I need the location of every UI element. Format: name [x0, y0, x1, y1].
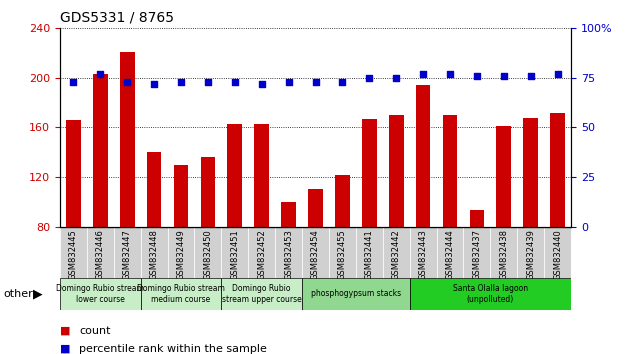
Point [418, 71, 428, 77]
Bar [437, 227, 463, 278]
Point [498, 73, 509, 79]
Bar [308, 189, 323, 227]
Point [149, 81, 159, 87]
Bar [416, 85, 430, 227]
Text: Domingo Rubio stream
lower course: Domingo Rubio stream lower course [56, 284, 144, 303]
Bar [114, 227, 141, 278]
Text: GSM832453: GSM832453 [284, 229, 293, 280]
Text: GSM832448: GSM832448 [150, 229, 158, 280]
Point [553, 71, 563, 77]
Bar [254, 124, 269, 227]
Text: Domingo Rubio
stream upper course: Domingo Rubio stream upper course [222, 284, 302, 303]
Bar [227, 124, 242, 227]
Bar [141, 278, 221, 310]
Bar [410, 278, 571, 310]
Bar [469, 210, 485, 227]
Point [203, 79, 213, 85]
Bar [281, 202, 296, 227]
Bar [523, 118, 538, 227]
Bar [302, 227, 329, 278]
Point [68, 79, 78, 85]
Text: GSM832449: GSM832449 [177, 229, 186, 280]
Text: GSM832454: GSM832454 [311, 229, 320, 280]
Text: ■: ■ [60, 344, 71, 354]
Bar [410, 227, 437, 278]
Text: percentile rank within the sample: percentile rank within the sample [79, 344, 267, 354]
Point [526, 73, 536, 79]
Point [95, 71, 105, 77]
Point [283, 79, 293, 85]
Bar [356, 227, 383, 278]
Bar [275, 227, 302, 278]
Bar [221, 227, 248, 278]
Bar [174, 165, 189, 227]
Bar [463, 227, 490, 278]
Text: Santa Olalla lagoon
(unpolluted): Santa Olalla lagoon (unpolluted) [453, 284, 528, 303]
Text: GSM832451: GSM832451 [230, 229, 239, 280]
Text: GSM832455: GSM832455 [338, 229, 347, 280]
Bar [87, 227, 114, 278]
Point [391, 75, 401, 81]
Text: GSM832450: GSM832450 [203, 229, 213, 280]
Text: GSM832442: GSM832442 [392, 229, 401, 280]
Text: GSM832452: GSM832452 [257, 229, 266, 280]
Point [445, 71, 455, 77]
Point [230, 79, 240, 85]
Text: other: other [3, 289, 33, 299]
Text: ■: ■ [60, 326, 71, 336]
Bar [550, 113, 565, 227]
Text: Domingo Rubio stream
medium course: Domingo Rubio stream medium course [137, 284, 225, 303]
Bar [389, 115, 404, 227]
Text: GSM832438: GSM832438 [499, 229, 509, 280]
Bar [329, 227, 356, 278]
Point [122, 79, 133, 85]
Bar [248, 227, 275, 278]
Text: GSM832441: GSM832441 [365, 229, 374, 280]
Point [257, 81, 267, 87]
Text: GSM832439: GSM832439 [526, 229, 535, 280]
Bar [120, 52, 134, 227]
Text: GSM832444: GSM832444 [445, 229, 454, 280]
Text: ▶: ▶ [33, 287, 42, 300]
Point [310, 79, 321, 85]
Bar [442, 115, 457, 227]
Point [338, 79, 348, 85]
Bar [544, 227, 571, 278]
Bar [517, 227, 544, 278]
Point [364, 75, 374, 81]
Point [472, 73, 482, 79]
Text: GSM832447: GSM832447 [122, 229, 132, 280]
Text: count: count [79, 326, 110, 336]
Text: GDS5331 / 8765: GDS5331 / 8765 [60, 11, 174, 25]
Bar [194, 227, 221, 278]
Text: GSM832440: GSM832440 [553, 229, 562, 280]
Bar [383, 227, 410, 278]
Bar [362, 119, 377, 227]
Text: GSM832437: GSM832437 [473, 229, 481, 280]
Bar [146, 152, 162, 227]
Bar [302, 278, 410, 310]
Text: GSM832445: GSM832445 [69, 229, 78, 280]
Point [176, 79, 186, 85]
Bar [335, 175, 350, 227]
Bar [490, 227, 517, 278]
Bar [201, 157, 215, 227]
Bar [221, 278, 302, 310]
Bar [66, 120, 81, 227]
Bar [497, 126, 511, 227]
Bar [60, 278, 141, 310]
Bar [168, 227, 194, 278]
Bar [141, 227, 168, 278]
Text: GSM832443: GSM832443 [418, 229, 428, 280]
Bar [93, 74, 108, 227]
Bar [60, 227, 87, 278]
Text: GSM832446: GSM832446 [96, 229, 105, 280]
Text: phosphogypsum stacks: phosphogypsum stacks [311, 289, 401, 298]
